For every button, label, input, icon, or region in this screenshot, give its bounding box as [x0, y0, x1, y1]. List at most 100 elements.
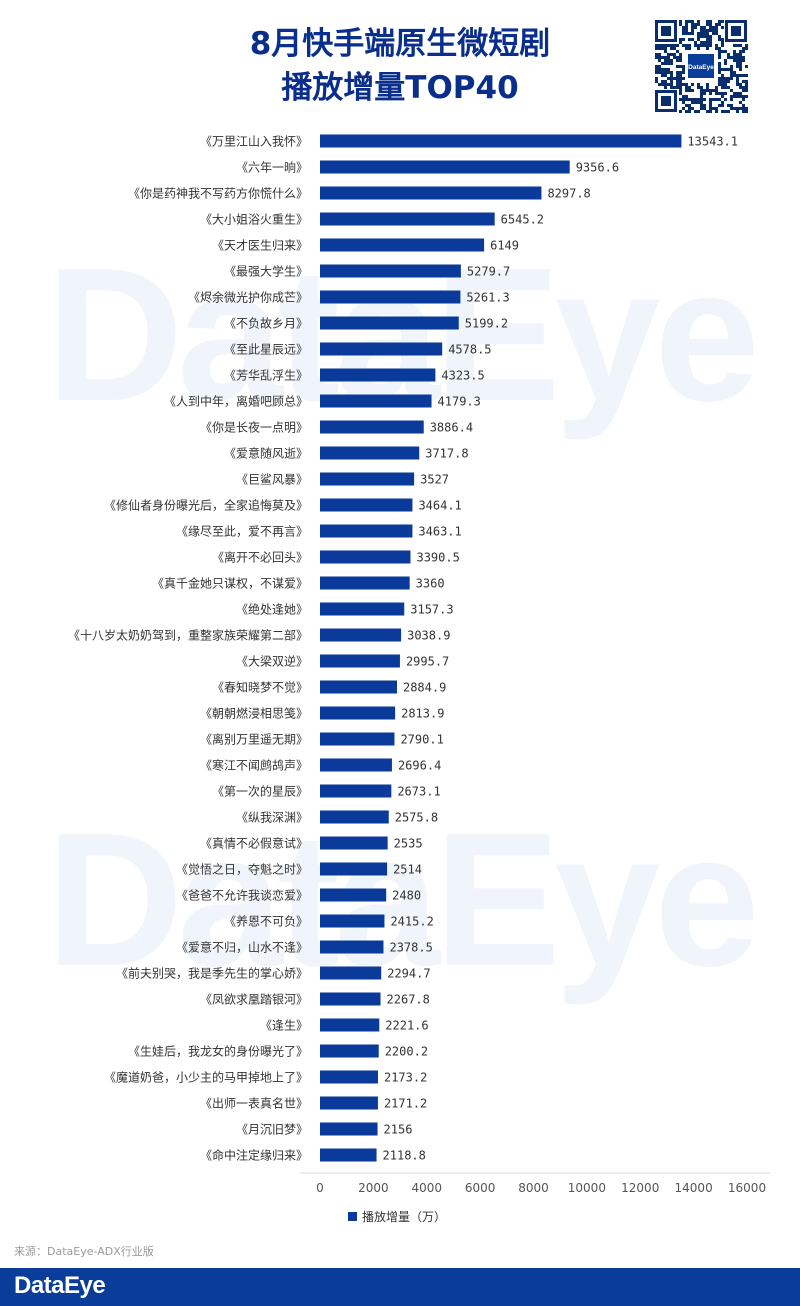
qr-module [712, 107, 715, 110]
qr-module [736, 65, 739, 68]
qr-module [679, 56, 682, 59]
qr-logo-text: DataEye [688, 64, 714, 71]
qr-module [721, 26, 724, 29]
title-line-1: 8月快手端原生微短剧 [249, 26, 551, 62]
qr-module [721, 74, 724, 77]
qr-module [679, 20, 682, 23]
x-tick-label: 14000 [675, 1181, 713, 1195]
qr-module [661, 74, 664, 77]
qr-module [706, 29, 709, 32]
qr-module [736, 44, 739, 47]
qr-module [703, 89, 706, 92]
qr-module [679, 83, 682, 86]
qr-module [715, 29, 718, 32]
category-label: 《爱意随风逝》 [224, 446, 308, 461]
qr-module [655, 44, 658, 47]
qr-logo [688, 54, 714, 78]
qr-module [676, 50, 679, 53]
qr-module [715, 92, 718, 95]
qr-module [697, 38, 700, 41]
qr-module [736, 83, 739, 86]
qr-module [715, 110, 718, 113]
qr-module [688, 38, 691, 41]
value-label: 2790.1 [400, 733, 443, 747]
qr-module [733, 56, 736, 59]
qr-module [679, 86, 682, 89]
qr-module [721, 110, 724, 113]
bar [320, 342, 443, 356]
value-label: 4323.5 [441, 369, 484, 383]
qr-module [691, 83, 694, 86]
qr-module [709, 44, 712, 47]
qr-module [733, 107, 736, 110]
qr-module [709, 38, 712, 41]
category-label: 《人到中年，离婚吧顾总》 [164, 394, 308, 409]
qr-module [664, 59, 667, 62]
qr-module [730, 68, 733, 71]
qr-module [664, 47, 667, 50]
qr-module [709, 89, 712, 92]
qr-module [697, 44, 700, 47]
category-label: 《缘尽至此，爱不再言》 [176, 525, 308, 539]
qr-module [736, 77, 739, 80]
qr-module [679, 59, 682, 62]
qr-module [745, 47, 748, 50]
qr-module [661, 68, 664, 71]
qr-module [679, 80, 682, 83]
qr-module [685, 29, 688, 32]
qr-module [664, 74, 667, 77]
qr-code: DataEye [653, 18, 749, 114]
value-label: 2514 [393, 863, 422, 877]
bar [320, 446, 420, 460]
qr-module [745, 80, 748, 83]
qr-module [664, 56, 667, 59]
qr-module [733, 92, 736, 95]
value-label: 2884.9 [403, 681, 446, 695]
qr-module [682, 29, 685, 32]
qr-module [703, 29, 706, 32]
qr-module [736, 80, 739, 83]
qr-module [673, 77, 676, 80]
qr-module [739, 59, 742, 62]
qr-module [670, 80, 673, 83]
qr-module [682, 32, 685, 35]
qr-module [721, 50, 724, 53]
qr-module [718, 104, 721, 107]
value-label: 3463.1 [418, 525, 461, 539]
bar [320, 1044, 379, 1058]
value-label: 2813.9 [401, 707, 444, 721]
qr-module [718, 35, 721, 38]
qr-module [670, 47, 673, 50]
qr-module [664, 68, 667, 71]
qr-module [667, 71, 670, 74]
qr-module [706, 20, 709, 23]
qr-module [724, 98, 727, 101]
value-label: 2535 [394, 837, 423, 851]
qr-module [721, 38, 724, 41]
qr-module [727, 68, 730, 71]
value-label: 3157.3 [410, 603, 453, 617]
qr-module [670, 44, 673, 47]
qr-module [736, 62, 739, 65]
value-label: 2200.2 [385, 1045, 428, 1059]
qr-module [655, 68, 658, 71]
value-label: 2118.8 [383, 1149, 426, 1163]
qr-module [691, 38, 694, 41]
qr-module [700, 29, 703, 32]
bar [320, 394, 432, 408]
qr-finder-bottom-left [655, 90, 677, 112]
x-tick-label: 0 [316, 1181, 324, 1195]
qr-module [715, 47, 718, 50]
qr-module [676, 56, 679, 59]
bar [320, 654, 400, 668]
category-label: 《修仙者身份曝光后，全家追悔莫及》 [104, 498, 308, 513]
qr-module [715, 107, 718, 110]
category-label: 《爱意不归，山水不逢》 [176, 940, 308, 955]
bar [320, 862, 388, 876]
value-label: 2294.7 [387, 967, 430, 981]
qr-module [655, 53, 658, 56]
qr-module [655, 77, 658, 80]
category-label: 《离开不必回头》 [212, 550, 308, 565]
value-label: 3360 [416, 577, 445, 591]
qr-module [670, 83, 673, 86]
